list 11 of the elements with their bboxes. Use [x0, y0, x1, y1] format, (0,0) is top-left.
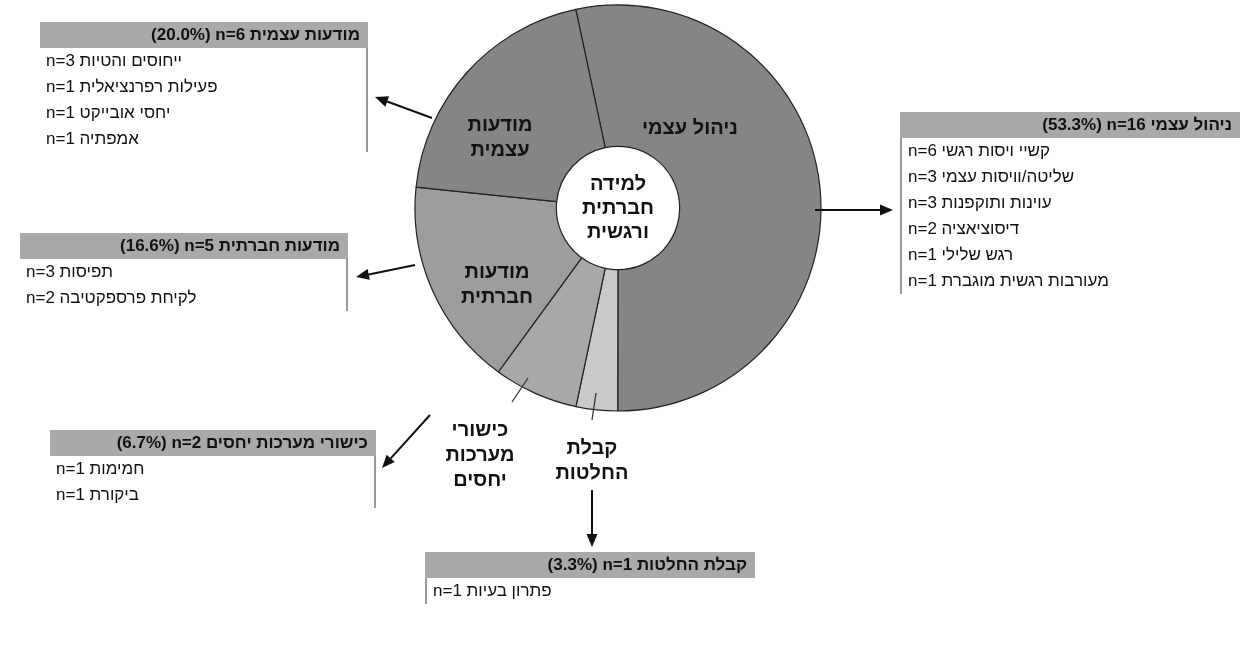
text: (6.7%) n=2 כישורי מערכות יחסים n=1 חמימות n=1 ביקורת	[55, 432, 369, 506]
slice-label: מודעות עצמית	[467, 112, 533, 160]
slice-label: קבלת החלטות	[555, 435, 629, 483]
slice-label: כישורי מערכות יחסים	[445, 417, 515, 490]
text: (16.6%) n=5 מודעות חברתית n=3 תפיסות n=2 לקיחת פרספקטיבה	[25, 235, 341, 309]
text: (3.3%) n=1 קבלת החלטות n=1 פתרון בעיות	[432, 554, 748, 602]
slice-label: ניהול עצמי	[642, 115, 738, 138]
text: (53.3%) n=16 ניהול עצמי n=6 קשיי ויסות רגשי n=3 שליטה/וויסות עצמי n=3 עוינות ותוקפנות n=2 דיסוציאציה n=1 רגש שלילי n=1 מעורבות רגשית מוגברת	[907, 114, 1233, 292]
text: למידה חברתית ורגשית	[581, 171, 655, 242]
text: (20.0%) n=6 מודעות עצמית n=3 ייחוסים והטיות n=1 פעילות רפרנציאלית n=1 יחסי אובייקט n=1 אמפתיה	[45, 24, 361, 150]
slice-label: מודעות חברתית	[460, 259, 534, 307]
